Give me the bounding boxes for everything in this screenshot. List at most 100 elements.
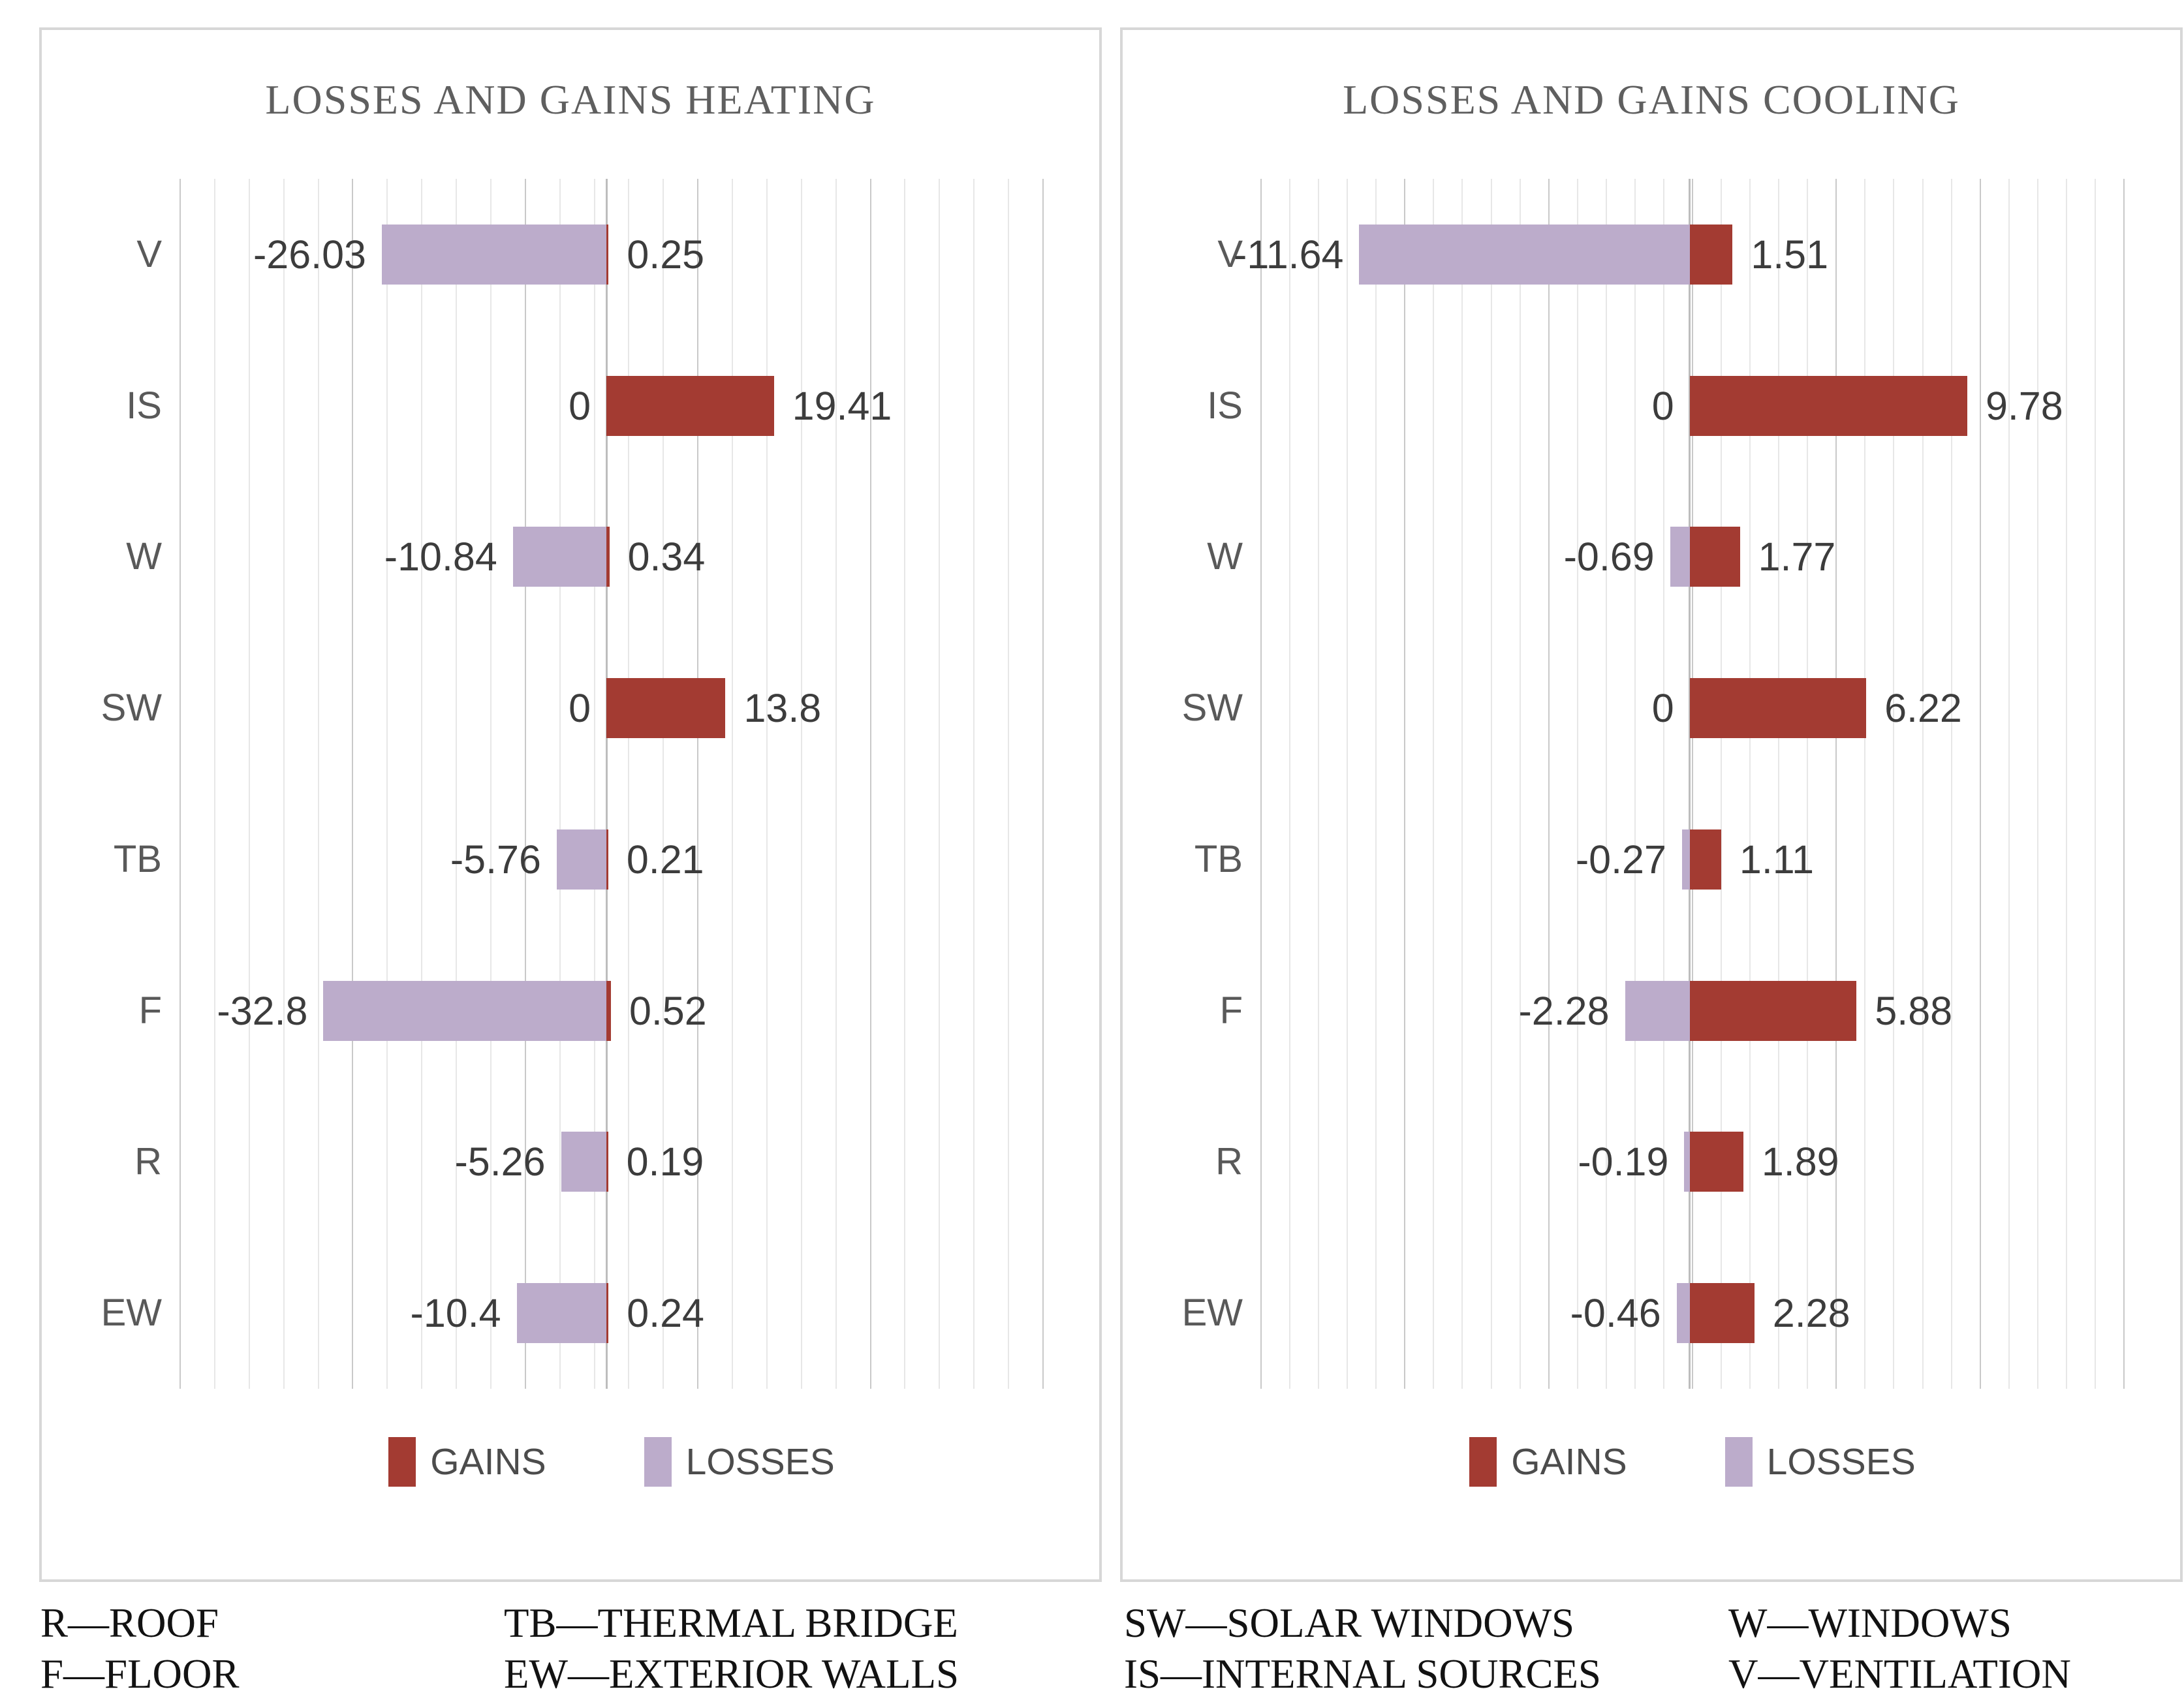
gridline (697, 179, 699, 1389)
gridline (1692, 179, 1693, 1389)
gridline (1721, 179, 1723, 1389)
losses-value-label: -10.4 (410, 1291, 501, 1336)
gains-swatch-icon (1469, 1437, 1497, 1487)
legend-losses-label: LOSSES (1766, 1441, 1916, 1483)
cooling-chart-title: LOSSES AND GAINS COOLING (1343, 76, 1960, 123)
gains-bar (606, 980, 611, 1041)
category-label: F (138, 989, 162, 1032)
gains-value-label: 13.8 (743, 686, 822, 731)
losses-value-label: -0.19 (1578, 1139, 1669, 1185)
losses-value-label: -5.26 (454, 1139, 546, 1185)
losses-value-label: -0.27 (1575, 837, 1666, 882)
category-label: IS (1207, 384, 1243, 427)
losses-bar (516, 1283, 607, 1344)
gains-bar (1689, 829, 1721, 890)
losses-swatch-icon (644, 1437, 672, 1487)
gridline (179, 179, 181, 1389)
gains-value-label: 0.52 (629, 988, 707, 1033)
gridline (2094, 179, 2096, 1389)
losses-value-label: -26.03 (253, 232, 366, 277)
gridline (1605, 179, 1607, 1389)
gridline (2008, 179, 2010, 1389)
gains-bar (1689, 678, 1867, 739)
gains-bar (606, 829, 608, 890)
gains-value-label: 0.21 (626, 837, 704, 882)
gridline (628, 179, 630, 1389)
abbreviation-column-1: R—ROOF F—FLOOR (40, 1598, 240, 1699)
losses-bar (1676, 1283, 1690, 1344)
gridline (1634, 179, 1636, 1389)
gridline (2036, 179, 2038, 1389)
gridline (593, 179, 595, 1389)
losses-value-label: -0.69 (1563, 534, 1655, 580)
gridline (421, 179, 423, 1389)
gridline (663, 179, 664, 1389)
gains-bar (1689, 224, 1733, 285)
losses-bar (1359, 224, 1690, 285)
abbrev-entry: W—WINDOWS (1728, 1600, 2012, 1646)
gridline (386, 179, 388, 1389)
gains-value-label: 2.28 (1772, 1291, 1850, 1336)
gridline (2065, 179, 2067, 1389)
gridline (2123, 179, 2125, 1389)
abbrev-entry: TB—THERMAL BRIDGE (504, 1600, 958, 1646)
gains-value-label: 0.19 (626, 1139, 704, 1185)
legend-item-gains: GAINS (1469, 1437, 1627, 1487)
cooling-chart-panel: LOSSES AND GAINS COOLING V -11.64 1.51 IS 0 9… (1120, 27, 2183, 1582)
category-label: F (1219, 989, 1243, 1032)
gridline (1548, 179, 1550, 1389)
gridline (939, 179, 941, 1389)
gains-value-label: 9.78 (1985, 383, 2063, 428)
gridline (1950, 179, 1952, 1389)
gridline (1979, 179, 1981, 1389)
losses-bar (1681, 829, 1690, 890)
legend-item-losses: LOSSES (1724, 1437, 1916, 1487)
losses-value-label: -10.84 (384, 534, 497, 580)
gridline (283, 179, 285, 1389)
heating-chart-title: LOSSES AND GAINS HEATING (265, 76, 876, 123)
gridline (1864, 179, 1866, 1389)
gains-bar (606, 527, 610, 587)
gridline (1008, 179, 1010, 1389)
gridline (1375, 179, 1377, 1389)
gains-value-label: 1.89 (1761, 1139, 1839, 1185)
gains-value-label: 19.41 (792, 383, 892, 428)
gridline (456, 179, 458, 1389)
losses-value-label: -0.46 (1570, 1291, 1661, 1336)
category-label: TB (1194, 837, 1243, 880)
gridline (835, 179, 837, 1389)
legend-item-gains: GAINS (388, 1437, 546, 1487)
heating-chart-panel: LOSSES AND GAINS HEATING V -26.03 0.25 IS 0 1… (39, 27, 1102, 1582)
abbrev-entry: EW—EXTERIOR WALLS (504, 1651, 959, 1697)
abbrev-entry: SW—SOLAR WINDOWS (1124, 1600, 1575, 1646)
gridline (973, 179, 975, 1389)
gridline (1835, 179, 1837, 1389)
category-label: SW (1181, 687, 1243, 730)
cooling-legend: GAINS LOSSES (1261, 1437, 2124, 1487)
gains-bar (1689, 1132, 1743, 1192)
gains-value-label: 1.11 (1739, 837, 1815, 882)
losses-value-label: -2.28 (1518, 988, 1610, 1033)
gridline (490, 179, 491, 1389)
category-label: W (1207, 535, 1243, 578)
legend-losses-label: LOSSES (685, 1441, 835, 1483)
losses-bar (1625, 980, 1690, 1041)
gains-bar (606, 1132, 608, 1192)
gains-swatch-icon (388, 1437, 416, 1487)
gridline (800, 179, 802, 1389)
losses-value-label: 0 (1651, 383, 1674, 428)
heating-plot-area: V -26.03 0.25 IS 0 19.41 W -10.84 0.34 SW 0 13.8 TB -… (101, 179, 1044, 1389)
gridline (1519, 179, 1521, 1389)
gains-bar (606, 375, 774, 436)
category-label: W (126, 535, 162, 578)
category-label: R (1215, 1140, 1243, 1183)
category-label: EW (1181, 1292, 1243, 1335)
category-label: V (1217, 232, 1243, 275)
gridline (1433, 179, 1435, 1389)
gains-bar (606, 1283, 609, 1344)
gridline (1778, 179, 1780, 1389)
losses-swatch-icon (1724, 1437, 1753, 1487)
gridline (1893, 179, 1895, 1389)
gridline (559, 179, 561, 1389)
gridline (1042, 179, 1044, 1389)
